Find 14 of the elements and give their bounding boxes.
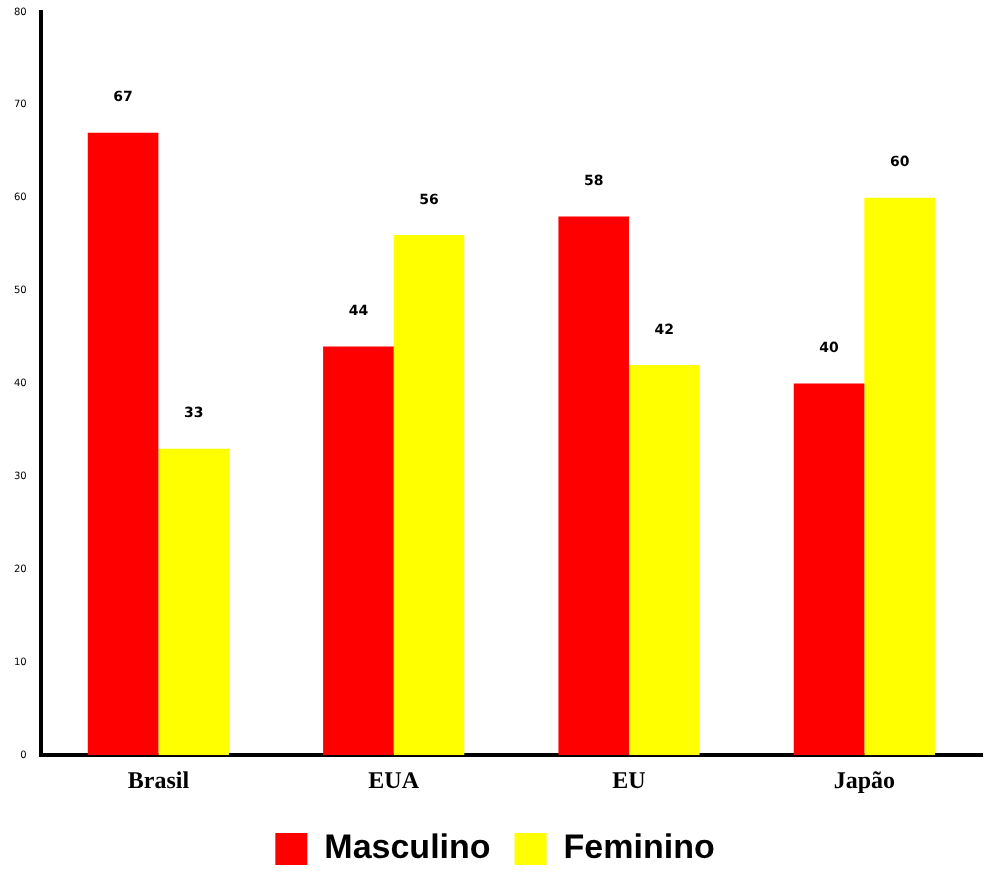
bar bbox=[393, 234, 465, 756]
x-tick-label: Brasil bbox=[127, 765, 191, 794]
x-tick-label: EU bbox=[612, 765, 647, 794]
bar bbox=[158, 448, 229, 756]
legend-label: Feminino bbox=[563, 828, 715, 867]
legend-label: Masculino bbox=[324, 828, 491, 867]
x-tick-label: Japão bbox=[833, 765, 896, 794]
bar bbox=[87, 132, 159, 756]
bar bbox=[323, 346, 394, 756]
bar bbox=[629, 365, 700, 756]
bar bbox=[864, 197, 935, 756]
bar bbox=[793, 383, 865, 756]
bar bbox=[558, 216, 630, 756]
x-tick-label: EUA bbox=[368, 765, 420, 794]
